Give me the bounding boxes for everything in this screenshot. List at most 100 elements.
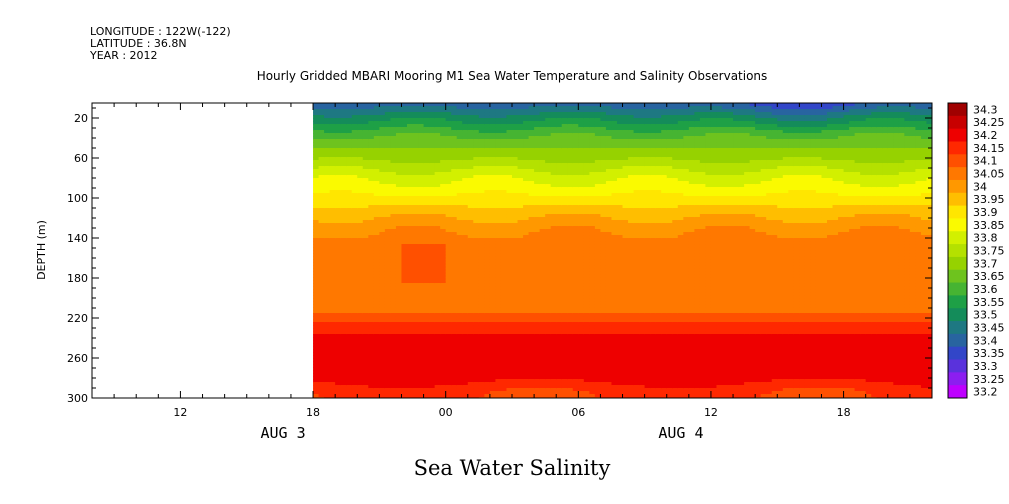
salinity-cell [534,370,541,374]
salinity-cell [340,166,347,170]
salinity-cell [390,229,397,233]
salinity-cell [313,238,320,242]
salinity-cell [561,325,568,329]
salinity-cell [556,241,563,245]
salinity-cell [445,259,452,263]
salinity-cell [451,301,458,305]
salinity-cell [462,247,469,251]
salinity-cell [572,211,579,215]
salinity-cell [489,124,497,128]
salinity-cell [329,142,336,146]
salinity-cell [534,169,541,173]
salinity-cell [395,121,403,125]
salinity-cell [561,310,568,314]
salinity-cell [357,391,364,395]
salinity-cell [484,277,491,281]
salinity-cell [523,103,530,107]
salinity-cell [456,355,463,359]
salinity-cell [335,232,342,236]
salinity-cell [313,334,320,338]
salinity-cell [467,331,474,335]
salinity-cell [567,364,574,368]
salinity-cell [583,223,590,227]
salinity-cell [373,172,380,176]
salinity-cell [523,217,530,221]
salinity-cell [324,316,331,320]
salinity-cell [517,382,524,386]
salinity-cell [373,379,380,383]
salinity-cell [434,310,441,314]
salinity-cell [395,136,403,140]
salinity-cell [429,196,436,200]
salinity-cell [578,277,585,281]
salinity-cell [362,271,369,275]
salinity-cell [434,346,441,350]
salinity-cell [495,121,502,125]
salinity-cell [572,145,579,149]
salinity-cell [589,187,596,191]
salinity-cell [445,235,452,239]
salinity-cell [473,211,480,215]
salinity-cell [351,226,358,230]
salinity-cell [473,334,480,338]
salinity-cell [545,259,552,263]
salinity-cell [583,295,590,299]
salinity-cell [395,157,403,161]
salinity-cell [495,241,502,245]
salinity-cell [583,208,590,212]
salinity-cell [390,199,397,203]
salinity-cell [368,283,375,287]
salinity-cell [329,229,336,233]
salinity-cell [583,148,590,152]
salinity-cell [550,142,557,146]
salinity-cell [528,208,535,212]
salinity-cell [572,124,579,128]
salinity-cell [489,241,497,245]
salinity-cell [451,139,458,143]
salinity-cell [373,181,380,185]
salinity-cell [429,385,436,389]
salinity-cell [335,277,342,281]
salinity-cell [456,277,463,281]
salinity-cell [517,187,524,191]
salinity-cell [500,331,508,335]
salinity-cell [318,262,325,266]
salinity-cell [434,172,441,176]
salinity-cell [318,124,325,128]
salinity-cell [484,310,491,314]
salinity-cell [351,310,358,314]
salinity-cell [473,310,480,314]
salinity-cell [440,298,447,302]
salinity-cell [351,319,358,323]
salinity-cell [550,136,557,140]
salinity-cell [329,115,336,119]
salinity-cell [335,175,342,179]
salinity-cell [373,127,380,131]
salinity-cell [467,283,474,287]
salinity-cell [440,172,447,176]
salinity-cell [572,295,579,299]
salinity-cell [418,172,425,176]
salinity-cell [561,349,568,353]
salinity-cell [528,190,535,194]
salinity-cell [506,322,513,326]
salinity-cell [335,361,342,365]
salinity-cell [401,211,408,215]
salinity-cell [512,385,519,389]
salinity-cell [456,376,463,380]
salinity-cell [567,145,574,149]
salinity-cell [550,301,557,305]
salinity-cell [545,352,552,356]
salinity-cell [467,385,474,389]
salinity-cell [556,208,563,212]
salinity-cell [506,349,513,353]
salinity-cell [550,229,557,233]
salinity-cell [528,202,535,206]
salinity-cell [456,214,463,218]
salinity-cell [335,268,342,272]
salinity-cell [412,112,419,116]
salinity-cell [384,313,392,317]
salinity-cell [362,115,369,119]
salinity-cell [418,337,425,341]
salinity-cell [462,319,469,323]
